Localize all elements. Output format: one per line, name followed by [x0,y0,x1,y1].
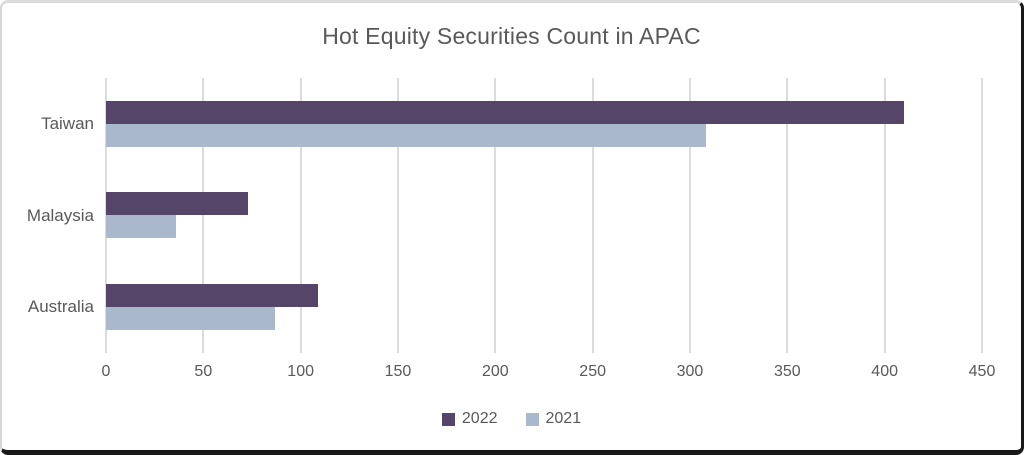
chart-title: Hot Equity Securities Count in APAC [322,23,701,49]
x-tick-label: 400 [871,363,899,380]
bar-malaysia-2021 [106,215,177,239]
category-axis: Taiwan Malaysia Australia [2,78,94,353]
legend-item-2021: 2021 [525,410,582,428]
bar-australia-2022 [106,284,319,308]
value-axis: 0 50 100 150 200 250 300 350 400 450 [102,363,996,385]
legend-swatch-2022 [441,412,455,426]
bar-australia-2021 [106,307,276,331]
category-label-taiwan: Taiwan [41,113,94,133]
gridline [981,78,983,353]
bar-group-taiwan [106,100,982,147]
x-tick-label: 300 [676,363,704,380]
legend-item-2022: 2022 [441,410,498,428]
legend-label-2021: 2021 [545,410,582,427]
x-tick-label: 250 [579,363,607,380]
gridline [591,78,594,353]
category-row-malaysia [106,170,982,262]
bar-group-australia [106,284,982,331]
bar-taiwan-2021 [106,123,706,147]
bar-group-malaysia [106,192,982,239]
bar-malaysia-2022 [106,192,249,216]
plot-area [105,78,983,353]
x-tick-label: 0 [101,363,111,380]
gridline [786,78,789,353]
legend-swatch-2021 [525,412,539,426]
category-row-australia [106,261,982,353]
category-label-malaysia: Malaysia [26,205,94,225]
category-label-australia: Australia [27,297,94,317]
gridline [494,78,497,353]
gridline [396,78,399,353]
x-tick-label: 200 [481,363,509,380]
x-tick-label: 150 [384,363,412,380]
category-row-taiwan [106,78,982,170]
legend-label-2022: 2022 [461,410,498,427]
x-tick-label: 50 [194,363,213,380]
bar-taiwan-2022 [106,100,905,124]
gridline [299,78,302,353]
x-tick-label: 100 [287,363,315,380]
legend: 2022 2021 [2,410,1021,428]
x-tick-label: 450 [968,363,996,380]
x-tick-label: 350 [773,363,801,380]
gridline [688,78,691,353]
gridline [202,78,205,353]
gridline [883,78,886,353]
